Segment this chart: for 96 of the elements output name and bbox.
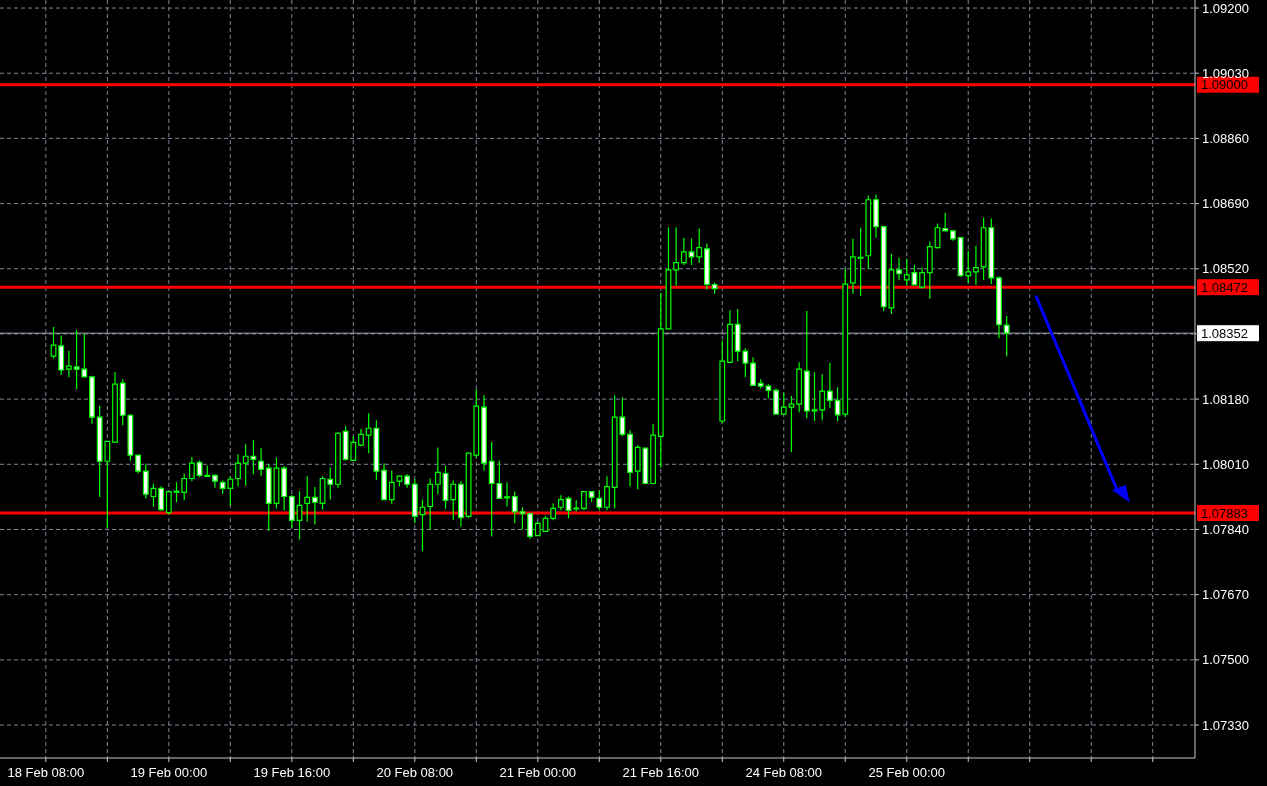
x-tick-label: 18 Feb 08:00 [7, 764, 85, 780]
candlestick [434, 446, 441, 495]
candlestick [680, 237, 687, 266]
candlestick [557, 494, 564, 511]
candlestick [873, 193, 879, 239]
x-tick-label: 19 Feb 16:00 [253, 764, 331, 780]
candlestick [158, 485, 165, 512]
candlestick [188, 456, 195, 482]
candlestick [803, 310, 810, 419]
candlestick [750, 356, 756, 386]
candlestick [66, 350, 72, 378]
y-tick-label: 1.08010 [1202, 456, 1249, 472]
candlestick [949, 230, 956, 242]
x-tick-label: 19 Feb 00:00 [130, 764, 208, 780]
candlestick [212, 473, 218, 489]
candlestick [142, 462, 149, 500]
candlestick [112, 371, 118, 443]
candlestick [411, 478, 418, 524]
candlestick [404, 473, 411, 489]
candlestick [173, 481, 180, 503]
x-tick-label: 24 Feb 08:00 [745, 764, 823, 780]
candlestick [896, 257, 902, 281]
candlestick [1003, 315, 1010, 357]
candlestick [235, 453, 241, 488]
y-tick-label: 1.07330 [1202, 717, 1249, 733]
candlestick [550, 502, 557, 521]
candlestick [596, 489, 603, 511]
candlestick [50, 326, 57, 360]
x-tick-label: 20 Feb 08:00 [376, 764, 454, 780]
ref-line-label: 1.08352 [1201, 325, 1248, 341]
x-tick-label: 21 Feb 16:00 [622, 764, 700, 780]
candlestick [588, 490, 595, 503]
candlestick [657, 292, 664, 469]
candlestick [811, 371, 818, 422]
candlestick [796, 361, 803, 413]
candlestick [826, 362, 833, 409]
candlestick [89, 375, 95, 425]
candlestick [181, 472, 188, 501]
candlestick [650, 423, 656, 485]
candlestick [926, 240, 933, 300]
y-tick-label: 1.07840 [1202, 521, 1249, 537]
y-tick-label: 1.08520 [1202, 261, 1249, 277]
candlestick [703, 242, 710, 291]
candlestick [942, 212, 949, 232]
candlestick [996, 275, 1002, 339]
candlestick [527, 512, 534, 540]
x-tick-label: 21 Feb 00:00 [499, 764, 577, 780]
candlestick [534, 521, 541, 537]
candlestick [857, 227, 864, 297]
candlestick [281, 465, 288, 511]
candlestick [388, 469, 395, 505]
x-tick-label: 25 Feb 00:00 [868, 764, 946, 780]
candlestick [304, 475, 311, 523]
y-tick-label: 1.07670 [1202, 587, 1249, 603]
candlestick [581, 490, 587, 511]
candlestick [481, 394, 487, 472]
candlestick [288, 494, 295, 529]
candlestick [850, 238, 856, 295]
candlestick [335, 431, 341, 489]
candlestick [673, 226, 680, 287]
candlestick [396, 475, 403, 488]
candlestick [773, 387, 779, 415]
ref-line-label: 1.07883 [1201, 505, 1248, 521]
candlestick [696, 227, 703, 264]
candlestick [711, 281, 718, 295]
y-tick-label: 1.08860 [1202, 130, 1249, 146]
y-tick-label: 1.08690 [1202, 196, 1249, 212]
ref-line-label: 1.08472 [1201, 279, 1248, 295]
candlestick [727, 309, 733, 363]
candlestick [358, 428, 364, 447]
candlestick [819, 373, 826, 421]
candlestick [504, 481, 510, 508]
candlestick [627, 429, 633, 488]
candlestick [719, 340, 726, 424]
y-tick-label: 1.09200 [1202, 0, 1249, 16]
candlestick [565, 495, 572, 519]
candlestick [150, 482, 157, 508]
candlestick [604, 475, 610, 511]
candlestick [665, 226, 672, 330]
y-tick-label: 1.07500 [1202, 652, 1249, 668]
candlestick [573, 499, 580, 513]
candlestick [973, 245, 979, 286]
candlestick [311, 486, 318, 526]
y-tick-label: 1.08180 [1202, 391, 1249, 407]
candlestick [135, 454, 141, 475]
candlestick [919, 267, 926, 290]
candlestick [381, 462, 387, 501]
candlestick [865, 194, 872, 270]
candlestick [419, 498, 426, 552]
candlestick [296, 490, 303, 541]
candlestick [165, 490, 172, 516]
candlestick [58, 334, 65, 376]
candlestick [258, 447, 264, 477]
candlestick [458, 480, 464, 528]
candlestick [688, 237, 695, 266]
candlestick [427, 477, 434, 531]
